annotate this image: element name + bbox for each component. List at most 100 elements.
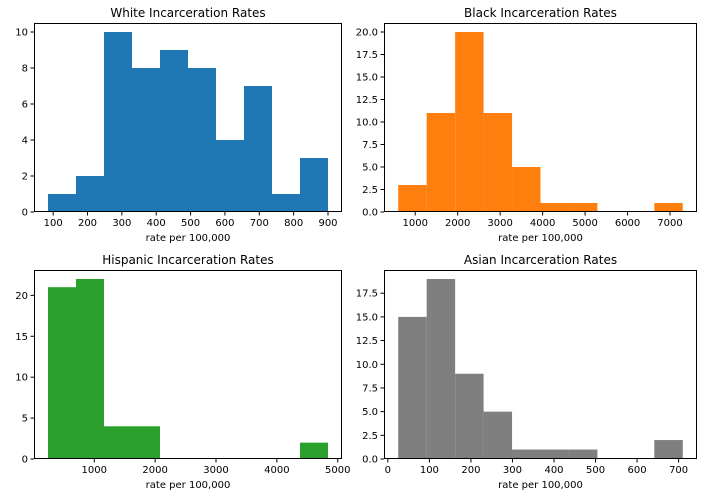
asian-x-tick-label: 300 bbox=[503, 465, 522, 476]
white-chart-title: White Incarceration Rates bbox=[110, 6, 265, 20]
black-x-tick-label: 1000 bbox=[402, 218, 427, 229]
asian-x-tick-label: 400 bbox=[544, 465, 563, 476]
asian-x-tick-label: 100 bbox=[420, 465, 439, 476]
white-bar-9 bbox=[300, 158, 328, 212]
black-y-tick-label: 5.0 bbox=[362, 163, 378, 174]
asian-bar-4 bbox=[512, 449, 541, 459]
white-bar-2 bbox=[104, 32, 132, 212]
asian-x-tick-label: 500 bbox=[586, 465, 605, 476]
asian-bar-9 bbox=[654, 440, 683, 459]
hispanic-bar-3 bbox=[132, 426, 160, 459]
white-y-tick-label: 2 bbox=[22, 172, 28, 183]
white-x-tick-label: 400 bbox=[147, 218, 166, 229]
black-y-tick-label: 15.0 bbox=[356, 73, 378, 84]
white-x-tick-label: 800 bbox=[284, 218, 303, 229]
white-bar-6 bbox=[216, 140, 244, 212]
black-bar-6 bbox=[568, 203, 598, 212]
white-x-tick-label: 600 bbox=[215, 218, 234, 229]
white-plot-frame bbox=[34, 23, 342, 212]
black-y-tick-label: 7.5 bbox=[362, 140, 378, 151]
black-chart-title: Black Incarceration Rates bbox=[464, 6, 617, 20]
hispanic-x-tick-label: 4000 bbox=[264, 465, 289, 476]
hispanic-bar-9 bbox=[300, 442, 328, 459]
black-y-tick-label: 0.0 bbox=[362, 208, 378, 219]
black-bar-1 bbox=[426, 113, 456, 212]
asian-y-tick-label: 7.5 bbox=[362, 383, 378, 394]
asian-y-tick-label: 2.5 bbox=[362, 431, 378, 442]
white-bar-0 bbox=[48, 194, 76, 212]
black-x-tick-label: 4000 bbox=[530, 218, 555, 229]
black-bar-2 bbox=[455, 32, 484, 212]
hispanic-x-tick-label: 2000 bbox=[142, 465, 167, 476]
white-y-tick-label: 10 bbox=[15, 28, 28, 39]
black-y-tick-label: 20.0 bbox=[356, 28, 378, 39]
hispanic-bar-0 bbox=[48, 287, 76, 459]
white-y-tick-label: 8 bbox=[22, 64, 28, 75]
white-y-tick-label: 6 bbox=[22, 100, 28, 111]
white-x-tick-label: 900 bbox=[318, 218, 337, 229]
asian-chart-title: Asian Incarceration Rates bbox=[464, 253, 617, 267]
white-x-tick-label: 500 bbox=[181, 218, 200, 229]
panel-white: 100 200 300 400 500 600 700 800 900 0 2 4 6 8 10 White … bbox=[15, 6, 342, 244]
white-x-tick-label: 300 bbox=[112, 218, 131, 229]
white-y-tick-label: 0 bbox=[22, 208, 28, 219]
black-x-tick-label: 3000 bbox=[487, 218, 512, 229]
hispanic-chart-title: Hispanic Incarceration Rates bbox=[102, 253, 274, 267]
hispanic-x-tick-label: 1000 bbox=[82, 465, 107, 476]
hispanic-bar-1 bbox=[76, 279, 104, 459]
black-x-tick-label: 7000 bbox=[657, 218, 682, 229]
asian-y-tick-label: 5.0 bbox=[362, 407, 378, 418]
white-x-tick-label: 100 bbox=[44, 218, 63, 229]
asian-x-tick-label: 600 bbox=[628, 465, 647, 476]
black-bar-0 bbox=[398, 185, 427, 212]
hispanic-plot-frame bbox=[34, 270, 342, 459]
white-x-tick-label: 200 bbox=[78, 218, 97, 229]
black-y-tick-label: 17.5 bbox=[356, 50, 378, 61]
black-x-tick-label: 2000 bbox=[445, 218, 470, 229]
panel-hispanic: 1000 2000 3000 4000 5000 0 5 10 15 20 Hispanic Inc… bbox=[15, 253, 350, 491]
asian-bar-6 bbox=[568, 449, 598, 459]
asian-y-tick-label: 12.5 bbox=[356, 336, 378, 347]
black-x-axis-label: rate per 100,000 bbox=[498, 233, 583, 244]
white-bar-4 bbox=[160, 50, 188, 212]
asian-plot-frame bbox=[384, 270, 697, 459]
hispanic-x-axis-label: rate per 100,000 bbox=[146, 480, 231, 491]
hispanic-y-tick-label: 10 bbox=[15, 373, 28, 384]
black-x-tick-label: 5000 bbox=[572, 218, 597, 229]
asian-y-tick-label: 15.0 bbox=[356, 312, 378, 323]
asian-bar-1 bbox=[426, 279, 456, 459]
black-x-tick-label: 6000 bbox=[615, 218, 640, 229]
asian-bar-5 bbox=[540, 449, 569, 459]
hispanic-y-tick-label: 15 bbox=[15, 332, 28, 343]
white-y-tick-label: 4 bbox=[22, 136, 28, 147]
asian-bar-3 bbox=[483, 411, 513, 459]
hispanic-y-tick-label: 5 bbox=[22, 414, 28, 425]
asian-y-tick-label: 10.0 bbox=[356, 360, 378, 371]
asian-x-tick-label: 200 bbox=[461, 465, 480, 476]
black-y-tick-label: 10.0 bbox=[356, 118, 378, 129]
white-bar-3 bbox=[132, 68, 160, 212]
asian-bar-0 bbox=[398, 316, 427, 459]
hispanic-x-tick-label: 5000 bbox=[325, 465, 350, 476]
hispanic-y-tick-label: 0 bbox=[22, 455, 28, 466]
black-y-tick-label: 2.5 bbox=[362, 185, 378, 196]
asian-x-tick-label: 700 bbox=[669, 465, 688, 476]
panel-black: 1000 2000 3000 4000 5000 6000 7000 0.0 2.5 5.0 7.5… bbox=[356, 6, 697, 244]
white-x-axis-label: rate per 100,000 bbox=[146, 233, 231, 244]
hispanic-x-tick-label: 3000 bbox=[203, 465, 228, 476]
white-bar-5 bbox=[188, 68, 216, 212]
white-bar-7 bbox=[244, 86, 272, 212]
panel-asian: 0 100 200 300 400 500 600 700 0.0 2.5 5.0 7.5 10.0 12… bbox=[356, 253, 697, 491]
white-bar-8 bbox=[272, 194, 300, 212]
white-x-tick-label: 700 bbox=[250, 218, 269, 229]
asian-x-axis-label: rate per 100,000 bbox=[498, 480, 583, 491]
black-bar-9 bbox=[654, 203, 683, 212]
black-bar-5 bbox=[540, 203, 569, 212]
asian-y-tick-label: 0.0 bbox=[362, 455, 378, 466]
hispanic-bar-2 bbox=[104, 426, 132, 459]
black-y-tick-label: 12.5 bbox=[356, 95, 378, 106]
black-plot-frame bbox=[384, 23, 697, 212]
black-bar-3 bbox=[483, 113, 513, 212]
black-bar-4 bbox=[512, 167, 541, 212]
